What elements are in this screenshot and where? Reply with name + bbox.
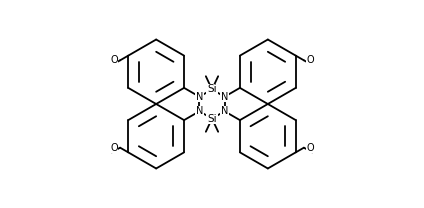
- Text: O: O: [110, 55, 117, 65]
- Text: Si: Si: [207, 84, 217, 94]
- Text: N: N: [221, 92, 228, 102]
- Text: O: O: [307, 55, 314, 65]
- Text: N: N: [196, 92, 203, 102]
- Text: N: N: [196, 106, 203, 116]
- Text: N: N: [221, 106, 228, 116]
- Text: O: O: [307, 143, 314, 153]
- Text: O: O: [110, 143, 117, 153]
- Text: Si: Si: [207, 114, 217, 124]
